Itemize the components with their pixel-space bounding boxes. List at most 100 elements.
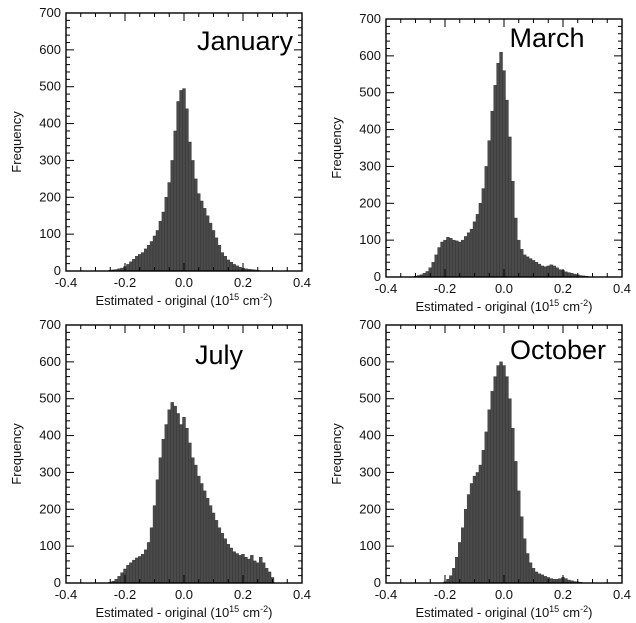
histogram-bar	[120, 572, 124, 584]
x-axis-label: Estimated - original (1015 cm-2)	[416, 604, 593, 620]
histogram-bar	[522, 254, 527, 278]
y-tick-label: 100	[359, 538, 381, 553]
histogram-bar	[185, 428, 189, 584]
histogram-bar	[484, 431, 488, 584]
panel-title: March	[509, 23, 584, 53]
histogram-bar	[173, 130, 177, 272]
histogram-bar	[564, 271, 568, 278]
histogram-bar	[455, 240, 459, 278]
histogram-bar	[508, 136, 512, 278]
y-tick-label: 500	[359, 391, 381, 406]
histogram-bar	[517, 490, 521, 584]
histogram-bar	[197, 475, 201, 584]
y-tick-label: 100	[359, 232, 381, 247]
histogram-bar	[173, 405, 177, 584]
histogram-bar	[493, 85, 497, 278]
histogram-bar	[472, 475, 477, 584]
histogram-bar	[205, 215, 210, 272]
x-tick-label: 0.4	[613, 281, 631, 296]
x-axis-label-superscript: -2	[260, 292, 268, 302]
histogram-bar	[528, 258, 533, 278]
histogram-bar	[146, 244, 151, 272]
panel-title: October	[510, 335, 606, 365]
histogram-bar	[466, 494, 471, 584]
histogram-bar	[508, 398, 512, 584]
y-tick-label: 0	[374, 575, 381, 590]
x-tick-label: 0.0	[175, 275, 193, 290]
histogram-bar	[197, 193, 201, 272]
y-tick-label: 600	[39, 354, 61, 369]
histogram-bar	[463, 509, 468, 584]
histogram-bar	[490, 391, 494, 584]
histogram-bar	[437, 247, 441, 278]
histogram-bar	[194, 464, 198, 584]
histogram-bar	[514, 217, 518, 278]
histogram-bar	[208, 505, 213, 584]
x-axis-label-part: cm	[239, 293, 260, 308]
y-axis-label: Frequency	[329, 423, 344, 485]
histogram-bar	[431, 262, 435, 278]
histogram-bar	[461, 527, 465, 584]
y-tick-label: 500	[359, 85, 381, 100]
histogram-bar	[525, 553, 530, 584]
x-tick-label: -0.4	[375, 281, 397, 296]
panel-title: July	[195, 340, 244, 370]
histogram-bar	[558, 269, 562, 278]
x-axis-label-superscript: 15	[549, 604, 559, 614]
y-tick-label: 600	[359, 354, 381, 369]
histogram-bar	[496, 365, 500, 584]
histogram-bar	[179, 424, 183, 584]
histogram-bar	[149, 527, 154, 584]
histogram-bar	[469, 228, 474, 278]
histogram-bar	[214, 520, 219, 584]
histogram-bar	[487, 409, 491, 584]
x-axis-label-superscript: 15	[549, 298, 559, 308]
histogram-bar	[499, 51, 503, 278]
histogram-bar	[229, 547, 233, 584]
x-tick-label: 0.2	[554, 281, 572, 296]
histogram-bar	[164, 197, 168, 272]
histogram-bar	[475, 214, 480, 278]
histogram-bar	[487, 140, 491, 278]
histogram-bar	[244, 557, 248, 584]
histogram-bar	[458, 241, 462, 278]
x-axis-label-part: )	[588, 299, 592, 314]
histogram-bar	[261, 562, 266, 584]
histogram-bar	[449, 238, 453, 278]
x-tick-label: 0.4	[293, 587, 311, 602]
histogram-bar	[143, 248, 148, 272]
histogram-bar	[493, 376, 497, 584]
histogram-bar	[543, 266, 547, 278]
histogram-bar	[135, 557, 139, 584]
y-tick-label: 0	[374, 269, 381, 284]
histogram-bar	[129, 261, 133, 272]
histogram-bar	[202, 490, 207, 584]
histogram-bar	[135, 256, 139, 272]
y-tick-label: 700	[359, 11, 381, 26]
histogram-bar	[502, 365, 506, 584]
histogram-bar	[452, 239, 456, 278]
y-tick-label: 400	[39, 116, 61, 131]
histogram-bar	[214, 237, 219, 272]
histogram-panel-4: -0.4 -0.2 0.0 0.2 0.4 0 100 200 300 400 500 600 700 F…	[329, 317, 631, 620]
histogram-bar	[117, 576, 121, 584]
y-axis-label: Frequency	[9, 423, 24, 485]
histogram-bar	[223, 256, 227, 272]
y-tick-label: 400	[359, 428, 381, 443]
y-tick-label: 100	[39, 538, 61, 553]
histogram-bar	[511, 428, 515, 584]
histogram-bar	[446, 236, 450, 278]
histogram-bar	[264, 568, 269, 584]
histogram-bar	[253, 560, 257, 584]
histogram-bar	[522, 538, 527, 584]
histogram-bar	[440, 241, 444, 278]
x-axis-label: Estimated - original (1015 cm-2)	[96, 292, 273, 308]
histogram-bar	[481, 188, 486, 278]
x-tick-label: 0.4	[613, 587, 631, 602]
histogram-bar	[267, 571, 272, 584]
histogram-panel-3: -0.4 -0.2 0.0 0.2 0.4 0 100 200 300 400 500 600 700 F…	[9, 317, 311, 620]
histogram-bar	[259, 557, 263, 584]
x-axis-label-superscript: -2	[580, 604, 588, 614]
histogram-bar	[514, 461, 518, 584]
